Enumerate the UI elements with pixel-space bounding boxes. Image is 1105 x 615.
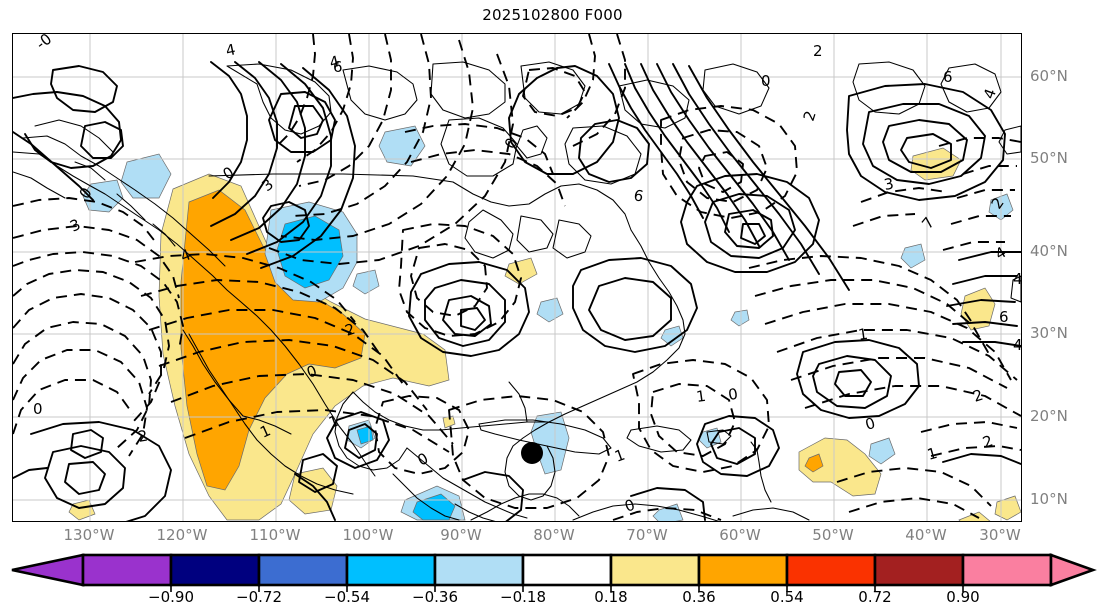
- xtick-40w: 40°W: [905, 526, 947, 544]
- cbtick-0.36: 0.36: [682, 588, 716, 606]
- svg-text:0: 0: [33, 400, 43, 418]
- xtick-50w: 50°W: [812, 526, 854, 544]
- xtick-70w: 70°W: [626, 526, 668, 544]
- svg-text:3: 3: [67, 215, 83, 235]
- cbar-extend-max: [1049, 553, 1097, 587]
- svg-text:1: 1: [925, 444, 939, 464]
- cbtick-0.54: 0.54: [770, 588, 804, 606]
- colorbar-swatches: [11, 553, 1097, 592]
- cbtick--0.18: −0.18: [500, 588, 546, 606]
- cbar-seg-7: [697, 553, 789, 587]
- ytick-10n: 10°N: [1030, 490, 1068, 508]
- ytick-30n: 30°N: [1030, 324, 1068, 342]
- cbar-seg-8: [785, 553, 877, 587]
- cbtick-0.72: 0.72: [858, 588, 892, 606]
- svg-text:6: 6: [632, 186, 645, 205]
- storm-position-marker[interactable]: [521, 442, 543, 464]
- cbtick--0.72: −0.72: [236, 588, 282, 606]
- svg-text:0: 0: [863, 414, 877, 434]
- cbar-seg-3: [345, 553, 437, 587]
- svg-text:4: 4: [992, 243, 1009, 263]
- page-title: 2025102800 F000: [482, 6, 623, 24]
- svg-text:2: 2: [800, 109, 820, 124]
- xtick-100w: 100°W: [342, 526, 394, 544]
- xtick-30w: 30°W: [979, 526, 1021, 544]
- svg-text:0: 0: [761, 72, 771, 90]
- svg-text:3: 3: [883, 175, 896, 194]
- xtick-80w: 80°W: [533, 526, 575, 544]
- cbtick-0.18: 0.18: [594, 588, 628, 606]
- xtick-90w: 90°W: [440, 526, 482, 544]
- svg-text:2: 2: [813, 42, 823, 60]
- ytick-60n: 60°N: [1030, 67, 1068, 85]
- svg-text:2: 2: [980, 432, 995, 452]
- cbtick--0.54: −0.54: [324, 588, 370, 606]
- map-clip: -0 4 4 6 2 0 6 4 0 0 0 2 3 3 3: [13, 34, 1021, 521]
- svg-text:4: 4: [1013, 336, 1021, 354]
- xtick-110w: 110°W: [249, 526, 301, 544]
- svg-text:7: 7: [918, 214, 938, 233]
- cbar-seg-5: [521, 553, 613, 587]
- ytick-40n: 40°N: [1030, 242, 1068, 260]
- cbtick--0.36: −0.36: [412, 588, 458, 606]
- cbtick-0.90: 0.90: [946, 588, 980, 606]
- ytick-20n: 20°N: [1030, 407, 1068, 425]
- colorbar[interactable]: −0.90 −0.72 −0.54 −0.36 −0.18 0.18 0.36 …: [0, 552, 1105, 615]
- svg-text:6: 6: [943, 68, 953, 86]
- svg-text:0: 0: [727, 385, 739, 404]
- xtick-120w: 120°W: [156, 526, 208, 544]
- cbar-seg-2: [257, 553, 349, 587]
- svg-text:-0: -0: [32, 34, 55, 53]
- map-plot-area[interactable]: -0 4 4 6 2 0 6 4 0 0 0 2 3 3 3: [12, 33, 1022, 522]
- map-canvas: -0 4 4 6 2 0 6 4 0 0 0 2 3 3 3: [13, 34, 1021, 521]
- cbar-seg-1: [169, 553, 261, 587]
- svg-text:4: 4: [328, 52, 342, 72]
- svg-text:4: 4: [980, 86, 1000, 101]
- negative-contours: [13, 34, 1021, 521]
- svg-text:4: 4: [224, 40, 237, 60]
- svg-text:3: 3: [258, 175, 277, 195]
- cbar-seg-0: [81, 553, 173, 587]
- xtick-130w: 130°W: [63, 526, 115, 544]
- cbtick--0.90: −0.90: [148, 588, 194, 606]
- svg-text:1: 1: [857, 325, 869, 344]
- cbar-seg-6: [609, 553, 701, 587]
- gridlines: [13, 34, 1021, 521]
- svg-text:1: 1: [695, 387, 707, 406]
- svg-text:1: 1: [326, 412, 341, 432]
- svg-text:6: 6: [333, 58, 343, 76]
- ytick-50n: 50°N: [1030, 149, 1068, 167]
- positive-contours: [13, 61, 1021, 521]
- svg-text:0: 0: [622, 496, 637, 516]
- cbar-extend-min: [11, 553, 85, 587]
- cbar-seg-9: [873, 553, 965, 587]
- cbar-seg-4: [433, 553, 525, 587]
- svg-text:4: 4: [1013, 270, 1021, 288]
- svg-text:1: 1: [612, 446, 627, 466]
- svg-text:6: 6: [999, 308, 1009, 326]
- svg-text:2: 2: [137, 427, 150, 446]
- xtick-60w: 60°W: [719, 526, 761, 544]
- cbar-seg-10: [961, 553, 1053, 587]
- shading-layer: [68, 125, 1021, 521]
